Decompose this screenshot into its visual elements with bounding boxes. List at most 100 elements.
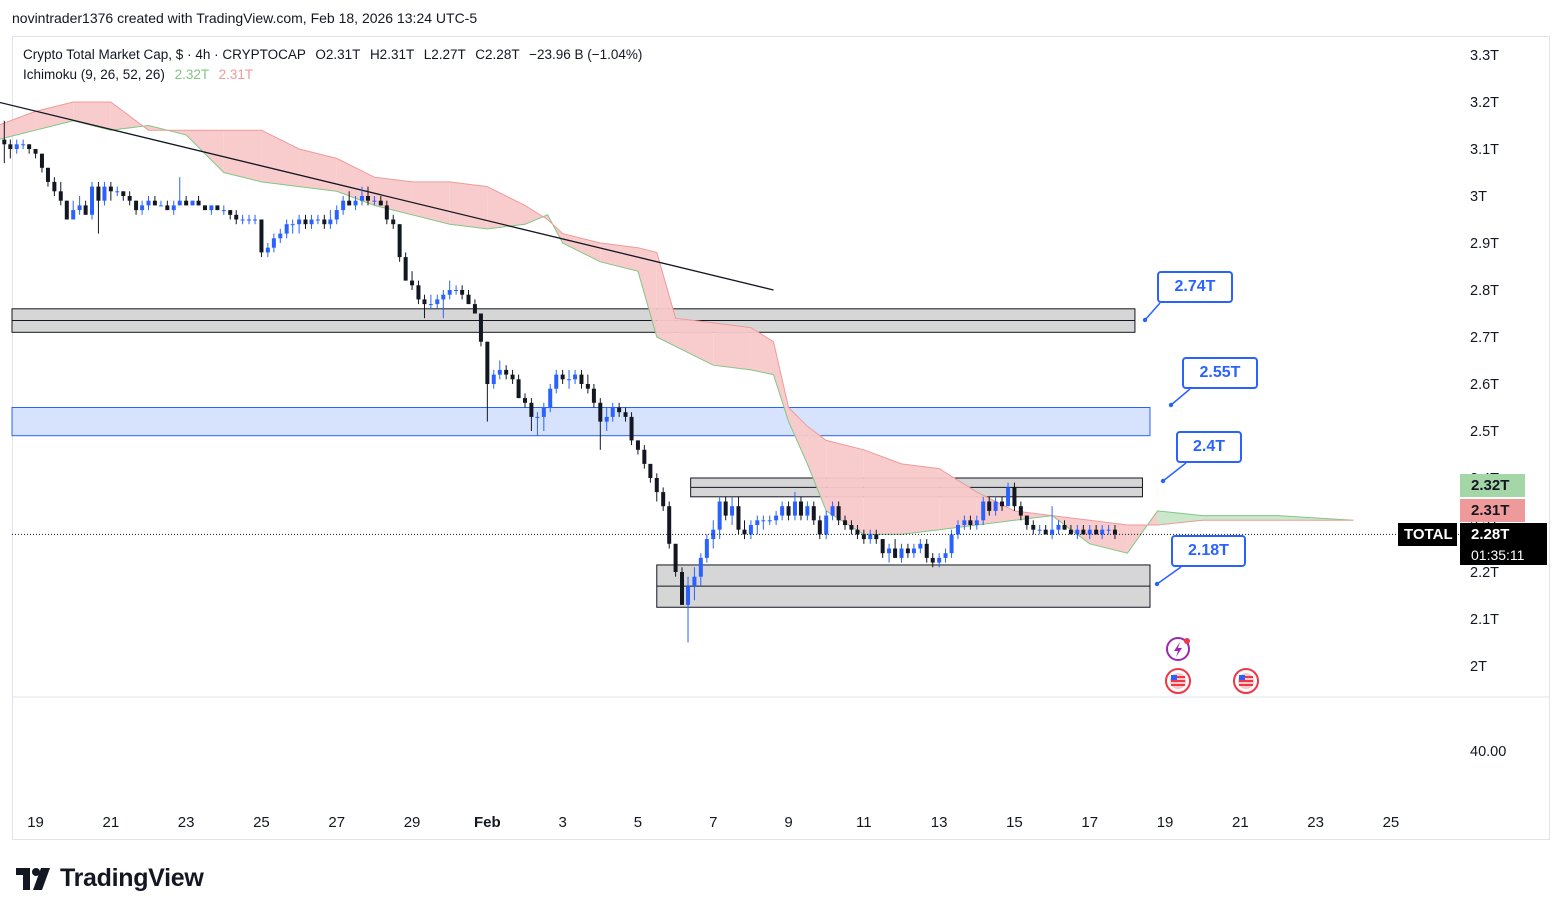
cloud-segment [525, 205, 548, 225]
candle-body [234, 214, 239, 220]
callout-anchor [1160, 478, 1166, 484]
candle-body [391, 219, 396, 225]
candle-body [861, 534, 866, 540]
candle-body [83, 205, 88, 215]
candle-body [824, 515, 829, 535]
candle-body [140, 205, 145, 211]
x-tick-label: 3 [558, 814, 566, 831]
price-change: −23.96 B (−1.04%) [529, 47, 643, 62]
y-tick-label: 3.3T [1470, 48, 1499, 64]
us-flag-event-icon-2[interactable] [1233, 668, 1259, 694]
cloud-segment [1014, 510, 1053, 521]
candle-body [108, 186, 113, 192]
x-tick-label: 5 [634, 814, 642, 831]
candle-body [102, 186, 107, 201]
candle-body [811, 506, 816, 521]
cloud-segment [374, 177, 413, 215]
candle-body [341, 200, 346, 211]
x-tick-label: 29 [404, 814, 421, 831]
candle-body [604, 416, 609, 422]
candle-body [730, 506, 735, 516]
y-tick-label: 2.1T [1470, 612, 1499, 628]
candle-body [654, 478, 659, 493]
candle-body [943, 553, 948, 558]
candle-body [397, 224, 402, 258]
candle-body [158, 205, 163, 207]
callout-label-4[interactable]: 2.18T [1171, 535, 1246, 567]
candle-body [303, 219, 308, 225]
candle-body [171, 205, 176, 211]
callout-label-3[interactable]: 2.4T [1176, 431, 1242, 463]
attribution-text: novintrader1376 created with TradingView… [12, 10, 478, 26]
callout-label-1[interactable]: 2.74T [1157, 271, 1233, 303]
y-tick-label: 2.2T [1470, 565, 1499, 581]
price-axis: 3.3T3.2T3.1T3T2.9T2.8T2.7T2.6T2.5T2.4T2.… [1470, 48, 1499, 675]
candle-body [648, 463, 653, 478]
candle-body [955, 525, 960, 535]
candle-body [290, 224, 295, 226]
candle-body [579, 374, 584, 384]
candle-body [39, 153, 44, 168]
x-tick-label: 23 [1307, 814, 1324, 831]
candle-body [353, 200, 358, 206]
candle-body [64, 200, 69, 220]
callout-connectors [1142, 302, 1191, 587]
indicator-legend-row[interactable]: Ichimoku (9, 26, 52, 26) 2.32T 2.31T [23, 65, 642, 85]
candle-body [228, 210, 233, 215]
callout-label-2[interactable]: 2.55T [1182, 357, 1258, 389]
candle-body [774, 515, 779, 521]
cloud-segment [901, 463, 940, 535]
candle-body [315, 219, 320, 221]
subpane-value-label: 40.00 [1470, 744, 1506, 760]
x-tick-label: Feb [474, 814, 501, 831]
x-tick-label: 15 [1006, 814, 1023, 831]
lightning-event-icon[interactable] [1166, 637, 1190, 661]
candle-body [1062, 525, 1067, 530]
candle-body [1050, 529, 1055, 535]
cloud-segment [656, 252, 676, 347]
y-tick-label: 3.1T [1470, 142, 1499, 158]
candle-body [209, 205, 214, 211]
x-tick-label: 25 [253, 814, 270, 831]
callout-anchor [1142, 317, 1148, 323]
cloud-segment [863, 449, 902, 535]
candle-body [560, 374, 565, 380]
candle-body [981, 501, 986, 521]
candle-body [905, 548, 910, 554]
us-flag-event-icon[interactable] [1165, 668, 1191, 694]
candle-body [880, 539, 885, 554]
candle-body [1006, 487, 1011, 507]
candle-body [334, 210, 339, 220]
tradingview-logo[interactable]: TradingView [16, 864, 204, 893]
candle-body [21, 144, 26, 146]
candle-body [378, 200, 383, 206]
candle-body [523, 398, 527, 403]
candle-body [297, 219, 302, 225]
candle-body [71, 210, 76, 220]
cloud-segment [750, 327, 774, 375]
candle-body [843, 520, 848, 525]
ohlc-open: O2.31T [315, 47, 361, 62]
bar-countdown: 01:35:11 [1460, 545, 1547, 565]
candle-body [962, 520, 967, 525]
candle-body [96, 186, 101, 201]
ohlc-close: C2.28T [475, 47, 520, 62]
candle-body [460, 290, 465, 295]
candle-body [1068, 529, 1073, 535]
cloud-segment [713, 322, 751, 370]
chart-frame [12, 36, 1550, 840]
candle-body [328, 219, 333, 225]
x-tick-label: 19 [1157, 814, 1174, 831]
candle-body [196, 200, 201, 206]
candle-body [1000, 501, 1005, 507]
candle-body [1075, 529, 1080, 535]
x-tick-label: 13 [931, 814, 948, 831]
candle-body [14, 144, 19, 149]
symbol-name: Crypto Total Market Cap, $ · 4h · CRYPTO… [23, 47, 306, 62]
candle-body [247, 219, 252, 221]
symbol-legend-row[interactable]: Crypto Total Market Cap, $ · 4h · CRYPTO… [23, 45, 642, 65]
candle-body [836, 506, 841, 521]
cloud-segment [939, 468, 977, 530]
cloud-span-a-line [0, 120, 1354, 554]
